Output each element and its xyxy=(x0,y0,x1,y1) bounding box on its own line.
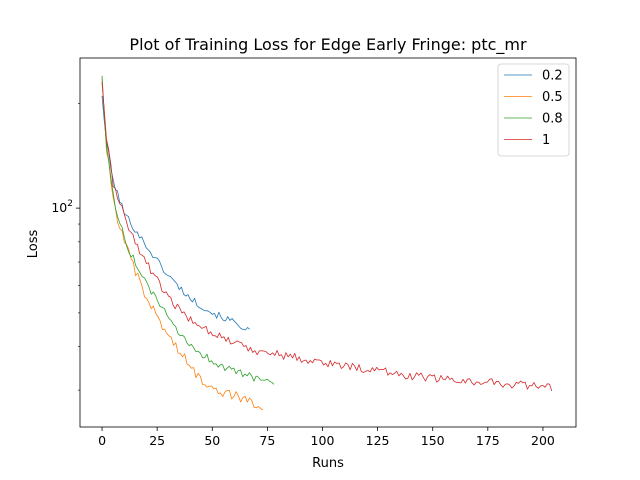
legend-entry: 0.2 xyxy=(542,69,563,84)
legend-box xyxy=(497,63,570,157)
legend-entry: 0.8 xyxy=(542,112,563,127)
x-tick-label: 200 xyxy=(531,433,555,448)
series-line-0.8 xyxy=(101,75,275,385)
x-tick-label: 125 xyxy=(366,433,390,448)
x-tick-label: 150 xyxy=(421,433,445,448)
legend-entry: 0.5 xyxy=(542,90,563,105)
chart-title: Plot of Training Loss for Edge Early Fri… xyxy=(129,35,527,55)
legend-entry: 1 xyxy=(542,133,550,148)
x-axis-label: Runs xyxy=(312,456,344,471)
x-tick-label: 100 xyxy=(311,433,335,448)
series-line-0.2 xyxy=(101,95,250,331)
x-tick-label: 50 xyxy=(204,433,220,448)
series-line-0.5 xyxy=(101,78,264,411)
y-tick-label: 102 xyxy=(51,199,73,215)
x-tick-label: 0 xyxy=(98,433,106,448)
series-line-1 xyxy=(101,82,553,392)
plot-area xyxy=(79,57,577,428)
x-tick-label: 75 xyxy=(259,433,275,448)
legend: 0.2 0.5 0.8 1 xyxy=(497,63,570,157)
x-axis: 0 25 50 75 100 125 150 175 200 xyxy=(98,427,555,448)
y-axis-label: Loss xyxy=(26,230,41,259)
x-tick-label: 175 xyxy=(476,433,500,448)
x-tick-label: 25 xyxy=(149,433,165,448)
series-layer xyxy=(101,75,553,411)
y-axis: 102 xyxy=(51,103,80,391)
